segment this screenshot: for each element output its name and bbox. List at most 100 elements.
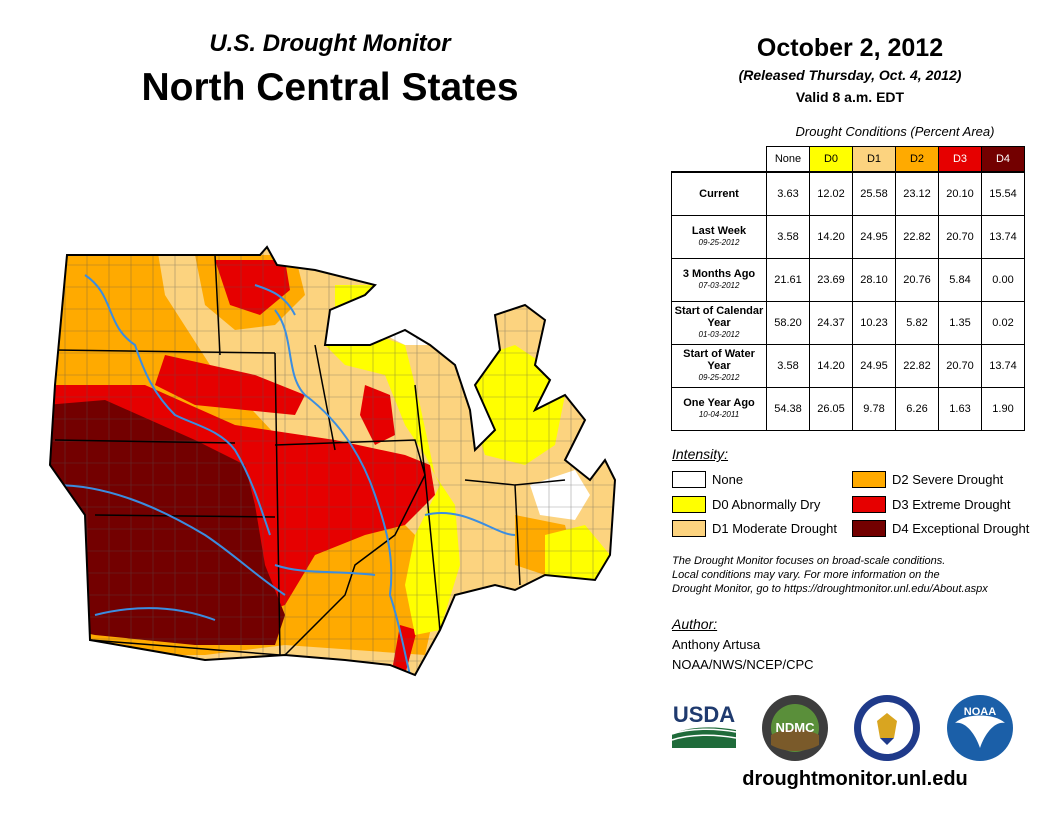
cell-value: 1.63	[938, 387, 982, 431]
legend-swatch	[852, 471, 886, 488]
legend-swatch	[672, 496, 706, 513]
cell-value: 24.95	[852, 215, 896, 259]
row-label: 3 Months Ago 07-03-2012	[671, 258, 767, 302]
row-date: 10-04-2011	[698, 410, 740, 419]
map-area-d0-oh	[545, 525, 610, 580]
legend-swatch	[852, 496, 886, 513]
cell-value: 1.35	[938, 301, 982, 345]
map-title: North Central States	[141, 66, 519, 109]
noaa-logo: NOAA	[947, 695, 1013, 761]
col-d1: D1	[852, 146, 896, 173]
cell-value: 20.76	[895, 258, 939, 302]
cell-value: 20.10	[938, 171, 982, 216]
row-date: 09-25-2012	[698, 373, 740, 382]
cell-value: 23.69	[809, 258, 853, 302]
author-heading: Author:	[672, 616, 718, 632]
legend-swatch	[672, 520, 706, 537]
table-caption: Drought Conditions (Percent Area)	[795, 124, 995, 139]
ndmc-logo: NDMC	[762, 695, 828, 761]
cell-value: 0.02	[981, 301, 1025, 345]
noaa-logo-text: NOAA	[964, 706, 996, 718]
row-date: 01-03-2012	[698, 330, 740, 339]
legend-item-d2: D2 Severe Drought	[852, 471, 1003, 488]
cell-value: 20.70	[938, 215, 982, 259]
note-line: Local conditions may vary. For more info…	[672, 569, 940, 581]
row-label: Start of Calendar Year 01-03-2012	[671, 301, 767, 345]
cell-value: 3.58	[766, 344, 810, 388]
table-row: Start of Water Year 09-25-2012 3.58 14.20…	[671, 344, 1025, 388]
cell-value: 58.20	[766, 301, 810, 345]
map-subtitle: U.S. Drought Monitor	[209, 30, 451, 57]
region-outline	[48, 245, 617, 677]
note-line: The Drought Monitor focuses on broad-sca…	[672, 555, 946, 567]
cell-value: 14.20	[809, 344, 853, 388]
cell-value: 23.12	[895, 171, 939, 216]
col-none: None	[766, 146, 810, 173]
legend-label: D4 Exceptional Drought	[892, 521, 1030, 536]
cell-value: 3.63	[766, 171, 810, 216]
usda-logo-text: USDA	[673, 702, 735, 727]
col-d3: D3	[938, 146, 982, 173]
cell-value: 3.58	[766, 215, 810, 259]
row-label: Current	[671, 171, 767, 216]
legend-item-d3: D3 Extreme Drought	[852, 496, 1011, 513]
legend-title: Intensity:	[672, 446, 729, 462]
legend-label: D0 Abnormally Dry	[712, 497, 821, 512]
table-row: Last Week 09-25-2012 3.58 14.20 24.95 22.…	[671, 215, 1025, 259]
drought-conditions-table: None D0 D1 D2 D3 D4 Current 3.63 12.02 2…	[671, 146, 1025, 431]
cell-value: 22.82	[895, 215, 939, 259]
cell-value: 6.26	[895, 387, 939, 431]
ndmc-logo-text: NDMC	[776, 720, 816, 735]
col-d0: D0	[809, 146, 853, 173]
cell-value: 13.74	[981, 215, 1025, 259]
cell-value: 21.61	[766, 258, 810, 302]
cell-value: 28.10	[852, 258, 896, 302]
row-label: Start of Water Year 09-25-2012	[671, 344, 767, 388]
usda-logo: USDA	[671, 702, 737, 748]
legend-item-none: None	[672, 471, 743, 488]
legend-swatch	[672, 471, 706, 488]
row-date: 09-25-2012	[698, 238, 740, 247]
cell-value: 13.74	[981, 344, 1025, 388]
cell-value: 24.95	[852, 344, 896, 388]
cell-value: 0.00	[981, 258, 1025, 302]
cell-value: 1.90	[981, 387, 1025, 431]
col-d4: D4	[981, 146, 1025, 173]
legend-label: D3 Extreme Drought	[892, 497, 1011, 512]
cell-value: 20.70	[938, 344, 982, 388]
table-row: One Year Ago 10-04-2011 54.38 26.05 9.78 …	[671, 387, 1025, 431]
cell-value: 25.58	[852, 171, 896, 216]
map-area-d0-east	[325, 335, 460, 635]
cell-value: 14.20	[809, 215, 853, 259]
cell-value: 9.78	[852, 387, 896, 431]
legend-item-d0: D0 Abnormally Dry	[672, 496, 820, 513]
map-area-d3-iowa	[155, 355, 305, 415]
legend-label: None	[712, 472, 744, 487]
map-area-d3-north	[215, 260, 290, 315]
row-date: 07-03-2012	[698, 281, 740, 290]
col-d2: D2	[895, 146, 939, 173]
cell-value: 12.02	[809, 171, 853, 216]
drought-map	[48, 245, 617, 677]
cell-value: 5.82	[895, 301, 939, 345]
footer-url[interactable]: droughtmonitor.unl.edu	[742, 768, 968, 790]
legend-swatch	[852, 520, 886, 537]
map-area-d0-mn-ne	[335, 285, 380, 315]
cell-value: 26.05	[809, 387, 853, 431]
legend-label: D2 Severe Drought	[892, 472, 1004, 487]
map-area-d3-wi	[360, 385, 395, 445]
cell-value: 22.82	[895, 344, 939, 388]
rivers	[54, 274, 516, 675]
cell-value: 10.23	[852, 301, 896, 345]
cell-value: 5.84	[938, 258, 982, 302]
table-row: Current 3.63 12.02 25.58 23.12 20.10 15.…	[671, 171, 1025, 216]
info-note: The Drought Monitor focuses on broad-sca…	[672, 554, 1032, 596]
map-area-d4-plains	[50, 400, 285, 645]
cell-value: 15.54	[981, 171, 1025, 216]
note-line: Drought Monitor, go to https://droughtmo…	[672, 583, 988, 595]
legend-label: D1 Moderate Drought	[712, 521, 838, 536]
release-date: (Released Thursday, Oct. 4, 2012)	[738, 67, 962, 83]
valid-time: Valid 8 a.m. EDT	[795, 89, 905, 105]
legend-item-d4: D4 Exceptional Drought	[852, 520, 1029, 537]
row-label: One Year Ago 10-04-2011	[671, 387, 767, 431]
